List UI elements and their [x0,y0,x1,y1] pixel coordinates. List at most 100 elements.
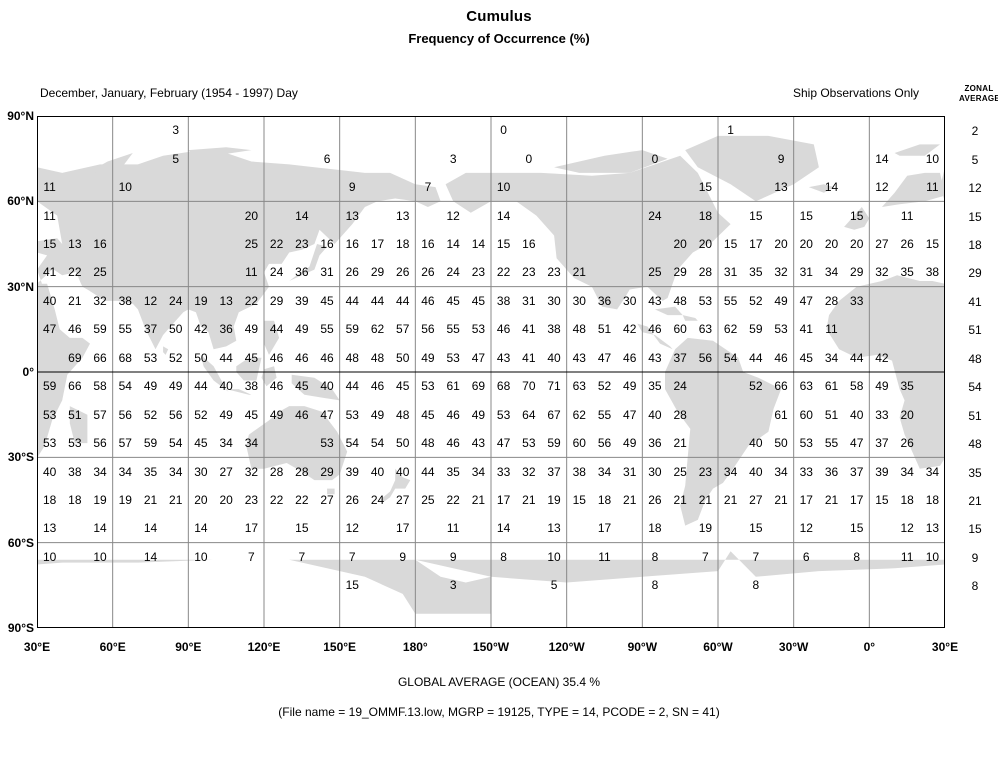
grid-cell-value: 49 [244,322,259,337]
grid-cell-value: 46 [295,350,309,365]
file-metadata-label: (File name = 19_OMMF.13.low, MGRP = 1912… [278,705,720,719]
x-axis-tick-label: 30°E [931,640,959,654]
grid-cell-value: 63 [698,322,713,337]
grid-cell-value: 51 [68,407,82,422]
grid-cell-value: 39 [875,464,889,479]
grid-cell-value: 34 [723,464,738,479]
grid-cell-value: 10 [42,549,57,564]
grid-cell-value: 9 [399,549,407,564]
grid-cell-value: 49 [471,407,486,422]
grid-cell-value: 16 [345,237,359,251]
grid-cell-value: 8 [651,549,659,564]
grid-cell-value: 16 [93,237,107,251]
grid-cell-value: 45 [471,293,486,308]
zonal-average-value: 41 [968,294,982,309]
grid-cell-value: 30 [547,293,561,308]
grid-cell-value: 32 [244,464,259,479]
grid-cell-value: 53 [522,436,536,451]
grid-cell-value: 34 [774,464,788,479]
grid-cell-value: 30 [623,293,637,308]
grid-cell-value: 44 [194,379,208,394]
grid-cell-value: 18 [648,521,662,536]
grid-cell-value: 13 [774,180,788,195]
grid-cell-value: 45 [244,350,259,365]
grid-cell-value: 28 [269,464,284,479]
grid-cell-value: 26 [900,237,914,251]
grid-cell-value: 13 [925,521,940,536]
grid-cell-value: 40 [547,350,561,365]
x-axis-tick-label: 180° [402,640,428,654]
grid-cell-value: 21 [169,493,183,507]
grid-cell-value: 54 [345,436,359,451]
grid-cell-value: 59 [749,322,763,337]
grid-cell-value: 49 [370,407,385,422]
grid-cell-value: 40 [749,464,763,479]
grid-cell-value: 46 [774,350,788,365]
grid-cell-value: 21 [572,265,586,280]
grid-cell-value: 26 [396,265,410,280]
grid-cell-value: 34 [925,464,940,479]
x-axis-tick-label: 150°W [472,640,510,654]
grid-cell-value: 49 [219,407,233,422]
grid-cell-value: 21 [471,493,486,507]
grid-cell-value: 10 [118,180,132,195]
grid-cell-value: 26 [345,265,359,280]
grid-cell-value: 61 [824,379,839,394]
grid-cell-value: 5 [550,578,558,593]
grid-cell-value: 20 [698,237,713,251]
map-plot-area[interactable]: 3 0 1 5 6 3 0 0 9 14 10 11 10 9 7 10 15 13 14 12 11 11 20 14 13 1… [37,116,945,628]
grid-cell-value: 17 [496,493,511,507]
grid-cell-value: 36 [295,265,309,280]
grid-cell-value: 34 [597,464,612,479]
grid-cell-value: 46 [446,436,460,451]
grid-cell-value: 71 [547,379,561,394]
grid-cell-value: 15 [698,180,713,195]
grid-cell-value: 47 [799,293,813,308]
page-title: Cumulus [466,8,532,25]
grid-cell-value: 62 [572,407,586,422]
grid-cell-value: 64 [522,407,536,422]
grid-cell-value: 10 [925,549,940,564]
grid-cell-value: 33 [799,464,813,479]
grid-cell-value: 18 [396,237,410,251]
grid-cell-value: 7 [248,549,255,564]
grid-cell-value: 30 [572,293,586,308]
grid-cell-value: 38 [925,265,940,280]
grid-cell-value: 21 [673,436,687,451]
grid-cell-value: 15 [295,521,309,536]
grid-cell-value: 37 [143,322,158,337]
grid-cell-value: 21 [723,493,738,507]
grid-cell-value: 45 [295,379,309,394]
grid-cell-value: 53 [42,436,57,451]
grid-cell-value: 36 [597,293,612,308]
zonal-average-value: 15 [968,209,982,224]
grid-cell-value: 27 [219,464,233,479]
grid-cell-value: 46 [623,350,637,365]
grid-cell-value: 15 [799,208,813,223]
grid-cell-value: 34 [900,464,914,479]
grid-cell-value: 52 [749,379,763,394]
grid-cell-value: 12 [143,293,158,308]
grid-cell-value: 56 [169,407,183,422]
grid-cell-value: 17 [597,521,612,536]
grid-cell-value: 34 [244,436,259,451]
grid-cell-value: 46 [269,350,284,365]
grid-cell-value: 18 [68,493,82,507]
grid-cell-value: 50 [396,436,410,451]
grid-cell-value: 22 [496,265,511,280]
grid-cell-value: 15 [925,237,940,251]
grid-cell-value: 20 [194,493,208,507]
grid-cell-value: 19 [194,293,208,308]
grid-cell-value: 53 [68,436,82,451]
grid-cell-value: 68 [118,350,132,365]
grid-cell-value: 53 [799,436,813,451]
grid-cell-value: 21 [68,293,82,308]
grid-cell-value: 17 [749,237,763,251]
grid-cell-value: 59 [42,379,57,394]
grid-cell-value: 62 [723,322,738,337]
grid-cell-value: 41 [522,322,536,337]
grid-cell-value: 21 [522,493,536,507]
grid-cell-value: 53 [471,322,486,337]
grid-cell-value: 19 [118,493,132,507]
grid-cell-value: 47 [42,322,57,337]
